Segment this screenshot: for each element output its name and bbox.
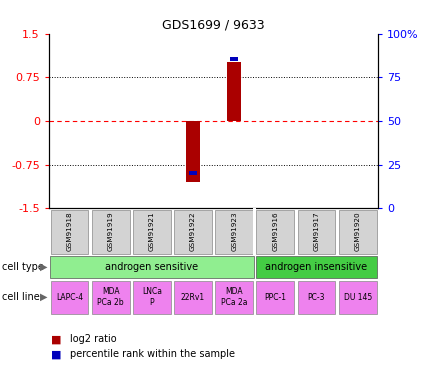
Bar	[256, 210, 294, 254]
Text: androgen insensitive: androgen insensitive	[266, 262, 368, 272]
Bar	[189, 171, 197, 175]
Text: GSM91921: GSM91921	[149, 212, 155, 251]
Text: GSM91919: GSM91919	[108, 212, 113, 251]
Text: GSM91920: GSM91920	[355, 212, 361, 251]
Text: DU 145: DU 145	[343, 292, 372, 302]
Bar	[215, 281, 253, 314]
Bar	[339, 281, 377, 314]
Text: ■: ■	[51, 350, 62, 359]
Bar	[298, 281, 335, 314]
Bar	[174, 210, 212, 254]
Bar	[51, 210, 88, 254]
Text: GSM91923: GSM91923	[231, 212, 237, 251]
Bar	[51, 281, 88, 314]
Text: LNCa
P: LNCa P	[142, 288, 162, 307]
Text: GSM91918: GSM91918	[66, 212, 72, 251]
Bar	[186, 121, 200, 182]
Bar	[253, 208, 256, 255]
Text: MDA
PCa 2a: MDA PCa 2a	[221, 288, 247, 307]
Text: 22Rv1: 22Rv1	[181, 292, 205, 302]
Text: GSM91922: GSM91922	[190, 212, 196, 251]
Bar	[255, 256, 377, 278]
Text: cell line: cell line	[2, 292, 40, 302]
Bar	[230, 57, 238, 62]
Text: androgen sensitive: androgen sensitive	[105, 262, 198, 272]
Text: PPC-1: PPC-1	[264, 292, 286, 302]
Bar	[298, 210, 335, 254]
Bar	[92, 281, 130, 314]
Bar	[133, 281, 171, 314]
Text: percentile rank within the sample: percentile rank within the sample	[70, 350, 235, 359]
Text: cell type: cell type	[2, 262, 44, 272]
Text: GSM91917: GSM91917	[314, 212, 320, 251]
Text: log2 ratio: log2 ratio	[70, 334, 117, 344]
Text: MDA
PCa 2b: MDA PCa 2b	[97, 288, 124, 307]
Text: ■: ■	[51, 334, 62, 344]
Bar	[50, 256, 254, 278]
Bar	[256, 281, 294, 314]
Bar	[174, 281, 212, 314]
Text: ▶: ▶	[40, 292, 48, 302]
Bar	[92, 210, 130, 254]
Text: GSM91916: GSM91916	[272, 212, 278, 251]
Text: ▶: ▶	[40, 262, 48, 272]
Bar	[215, 210, 253, 254]
Bar	[133, 210, 171, 254]
Text: PC-3: PC-3	[308, 292, 325, 302]
Bar	[339, 210, 377, 254]
Title: GDS1699 / 9633: GDS1699 / 9633	[162, 18, 265, 31]
Text: LAPC-4: LAPC-4	[56, 292, 83, 302]
Bar	[227, 62, 241, 121]
